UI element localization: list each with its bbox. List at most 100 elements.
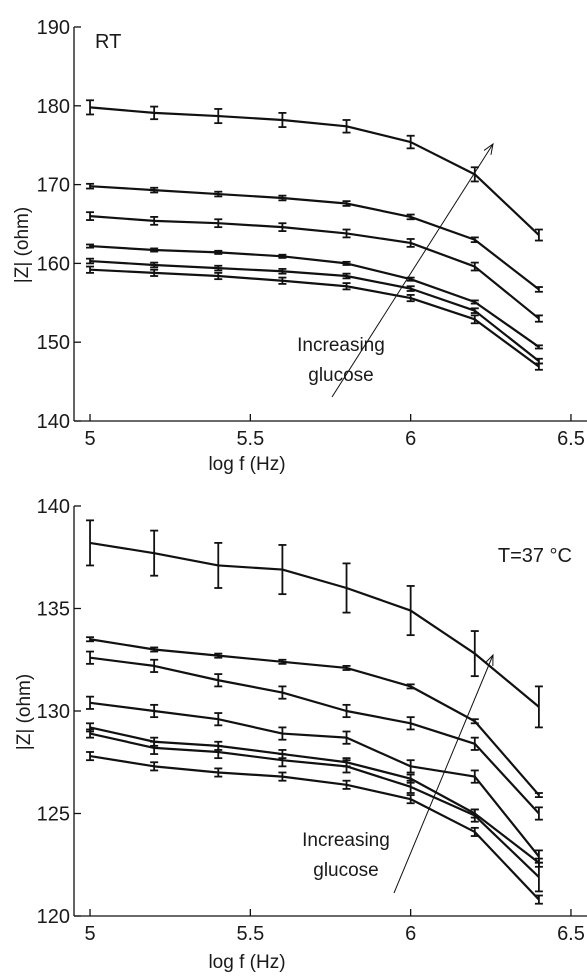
error-bar (470, 307, 479, 314)
error-bar (150, 761, 159, 772)
error-bar (534, 344, 543, 350)
error-bar (342, 200, 351, 207)
error-bar (214, 218, 223, 229)
annotation-arrow (331, 143, 494, 398)
error-bar (406, 134, 415, 150)
error-bar (470, 630, 479, 678)
x-tick-label: 6.5 (557, 923, 585, 945)
series-line-6 (89, 268, 540, 368)
y-tick-label: 125 (37, 804, 70, 826)
y-tick-label: 170 (37, 175, 70, 197)
y-tick-label: 160 (37, 253, 70, 275)
annotation-text-line1: Increasing (297, 335, 385, 356)
y-tick-label: 150 (37, 332, 70, 354)
series-line-1 (89, 541, 540, 708)
annotation-text-line1: Increasing (302, 830, 390, 851)
series-line-5 (89, 259, 540, 362)
error-bar (342, 562, 351, 614)
error-bar (342, 260, 351, 266)
x-tick-label: 5 (84, 923, 95, 945)
annotation-text-line2: glucose (308, 365, 374, 386)
error-bar (342, 282, 351, 291)
error-bar (470, 236, 479, 244)
y-tick-label: 140 (37, 496, 70, 518)
error-bar (406, 585, 415, 637)
error-bar (534, 806, 543, 821)
error-bar (534, 286, 543, 293)
annotation-arrow (393, 654, 494, 894)
error-bar (470, 166, 479, 183)
series-line-2 (89, 638, 540, 796)
error-bar (214, 108, 223, 125)
error-bar (534, 314, 543, 323)
error-bar (534, 894, 543, 905)
error-bar (342, 730, 351, 745)
series-line-2 (89, 185, 540, 291)
error-bar (406, 285, 415, 292)
series-line-4 (89, 244, 540, 348)
error-bar (150, 105, 159, 121)
annotation-text-line2: glucose (313, 860, 379, 881)
error-bar (342, 228, 351, 239)
y-tick-label: 135 (37, 599, 70, 621)
error-bar (86, 519, 95, 567)
error-bar (150, 740, 159, 755)
y-tick-label: 180 (37, 96, 70, 118)
y-tick-label: 190 (37, 17, 70, 39)
series-line-3 (89, 656, 540, 815)
error-bar (150, 703, 159, 719)
y-tick-label: 140 (37, 411, 70, 433)
error-bar (406, 794, 415, 805)
series-line-7 (89, 755, 540, 901)
error-bar (150, 216, 159, 226)
error-bar (406, 213, 415, 221)
error-bar (406, 294, 415, 303)
chart-37c: 5 5.5 6 6.5 120 125 130 135 140 log f (Hz) |Z| (oh… (14, 496, 587, 973)
series-line-3 (89, 215, 540, 320)
x-tick-label: 6 (405, 428, 416, 450)
error-bar (278, 658, 287, 665)
error-bar (214, 744, 223, 760)
error-bar (406, 716, 415, 731)
error-bar (214, 264, 223, 272)
error-bar (470, 718, 479, 725)
error-bar (470, 736, 479, 751)
annotation-arrow-head (484, 653, 494, 667)
error-bar (150, 247, 159, 253)
error-bar (214, 542, 223, 589)
error-bar (278, 276, 287, 285)
panel-label: T=37 °C (498, 545, 572, 567)
error-bar (86, 99, 95, 116)
error-bar (534, 228, 543, 242)
error-bar (86, 728, 95, 739)
error-bar (470, 769, 479, 784)
error-bar (278, 194, 287, 202)
error-bar (342, 759, 351, 774)
error-bar (278, 685, 287, 700)
x-tick-label: 5.5 (236, 923, 264, 945)
series-line-4 (89, 701, 540, 858)
error-bar (150, 268, 159, 277)
error-bar (534, 792, 543, 798)
error-bar (470, 261, 479, 272)
series-line-5 (89, 726, 540, 864)
error-bar (86, 751, 95, 762)
error-bar (86, 257, 95, 265)
y-tick-label: 120 (37, 906, 70, 928)
error-bar (406, 759, 415, 774)
x-tick-label: 5.5 (236, 428, 264, 450)
error-bar (278, 268, 287, 275)
error-bar (278, 253, 287, 259)
error-bar (214, 190, 223, 198)
error-bar (278, 753, 287, 768)
series-line-1 (89, 106, 540, 236)
error-bar (214, 652, 223, 659)
error-bar (342, 665, 351, 671)
error-bar (342, 119, 351, 134)
x-tick-label: 5 (84, 428, 95, 450)
error-bar (534, 861, 543, 893)
error-bar (406, 779, 415, 794)
error-bar (342, 779, 351, 790)
error-bar (470, 314, 479, 325)
